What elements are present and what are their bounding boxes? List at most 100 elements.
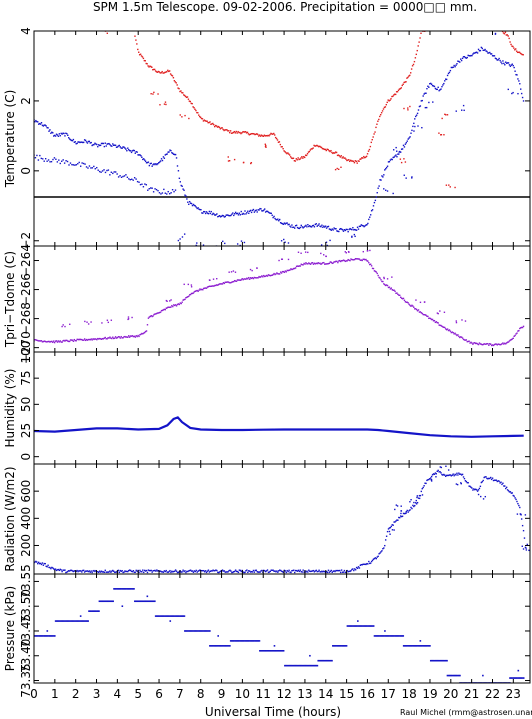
data-point bbox=[253, 211, 256, 213]
data-point bbox=[410, 499, 412, 501]
data-point bbox=[364, 156, 366, 159]
data-point bbox=[315, 262, 317, 265]
data-point bbox=[229, 130, 232, 132]
pressure-point bbox=[521, 677, 524, 679]
data-point bbox=[165, 71, 167, 73]
data-point bbox=[315, 145, 317, 147]
data-point bbox=[147, 317, 150, 319]
data-point bbox=[480, 46, 483, 49]
data-point bbox=[89, 339, 91, 341]
data-point bbox=[379, 552, 381, 554]
x-tick-label: 18 bbox=[401, 687, 416, 701]
data-point bbox=[37, 159, 40, 161]
data-point bbox=[521, 326, 524, 329]
data-point bbox=[174, 569, 177, 571]
data-point bbox=[522, 529, 525, 532]
pressure-point bbox=[156, 615, 158, 617]
pressure-point bbox=[279, 649, 281, 652]
data-point bbox=[339, 259, 341, 262]
data-point bbox=[342, 571, 345, 573]
data-point bbox=[256, 211, 258, 213]
data-point bbox=[267, 211, 270, 213]
data-point bbox=[220, 127, 222, 129]
data-point bbox=[287, 570, 289, 573]
data-point bbox=[209, 570, 212, 573]
data-point bbox=[190, 570, 193, 572]
pressure-point bbox=[405, 645, 407, 647]
data-point bbox=[402, 297, 405, 300]
data-point bbox=[325, 263, 328, 265]
pressure-point bbox=[429, 645, 431, 647]
data-point bbox=[239, 569, 242, 572]
data-point bbox=[370, 265, 373, 267]
pressure-point bbox=[244, 640, 247, 642]
data-point bbox=[516, 500, 518, 503]
pressure-point bbox=[411, 645, 414, 647]
data-point bbox=[119, 569, 121, 572]
data-point bbox=[93, 338, 95, 341]
data-point bbox=[390, 98, 392, 100]
pressure-point bbox=[253, 640, 256, 642]
data-point bbox=[183, 570, 185, 573]
data-point bbox=[392, 156, 394, 159]
data-point bbox=[457, 474, 459, 476]
data-point bbox=[500, 481, 502, 483]
data-point bbox=[405, 301, 408, 303]
data-point bbox=[402, 512, 405, 515]
data-point bbox=[188, 294, 191, 296]
data-point bbox=[136, 570, 138, 573]
data-point bbox=[200, 289, 202, 291]
data-point bbox=[416, 112, 419, 115]
data-point bbox=[247, 571, 249, 574]
data-point bbox=[166, 70, 168, 73]
data-point bbox=[426, 315, 428, 317]
y-axis-label: Humidity (%) bbox=[3, 369, 17, 448]
data-point bbox=[172, 571, 174, 573]
data-point bbox=[331, 262, 333, 265]
data-point bbox=[220, 283, 223, 285]
data-point bbox=[232, 571, 234, 574]
pressure-point bbox=[247, 640, 250, 642]
data-point bbox=[376, 123, 378, 125]
data-point bbox=[399, 515, 402, 517]
data-point bbox=[345, 252, 348, 254]
data-point bbox=[397, 519, 399, 521]
data-point bbox=[322, 148, 325, 150]
pressure-point bbox=[317, 659, 320, 662]
data-point bbox=[216, 284, 218, 286]
pressure-point bbox=[163, 615, 166, 617]
pressure-point bbox=[352, 625, 355, 627]
data-point bbox=[394, 508, 396, 511]
y-tick-label: 50 bbox=[19, 397, 33, 412]
data-point bbox=[517, 51, 520, 54]
data-point bbox=[148, 66, 150, 68]
data-point bbox=[440, 134, 443, 136]
data-point bbox=[456, 334, 458, 337]
data-point bbox=[340, 260, 343, 262]
data-point bbox=[139, 154, 141, 156]
data-point bbox=[366, 153, 369, 155]
data-point bbox=[131, 335, 134, 337]
data-point bbox=[65, 132, 67, 134]
data-point bbox=[171, 75, 174, 77]
data-point bbox=[163, 570, 166, 572]
data-point bbox=[336, 154, 339, 157]
pressure-point bbox=[166, 615, 168, 617]
data-point bbox=[381, 280, 383, 283]
data-point bbox=[307, 263, 309, 265]
data-point bbox=[411, 176, 413, 178]
y-tick-label: −2 bbox=[19, 232, 33, 250]
data-point bbox=[97, 169, 99, 171]
data-point bbox=[211, 285, 213, 287]
data-point bbox=[421, 487, 423, 490]
data-point bbox=[477, 489, 480, 491]
data-point bbox=[253, 571, 256, 573]
data-point bbox=[172, 305, 174, 308]
x-tick-label: 8 bbox=[197, 687, 205, 701]
data-point bbox=[218, 126, 221, 129]
data-point bbox=[69, 139, 72, 141]
data-point bbox=[399, 158, 402, 160]
pressure-point bbox=[344, 645, 347, 647]
data-point bbox=[395, 91, 398, 93]
data-point bbox=[155, 570, 157, 572]
